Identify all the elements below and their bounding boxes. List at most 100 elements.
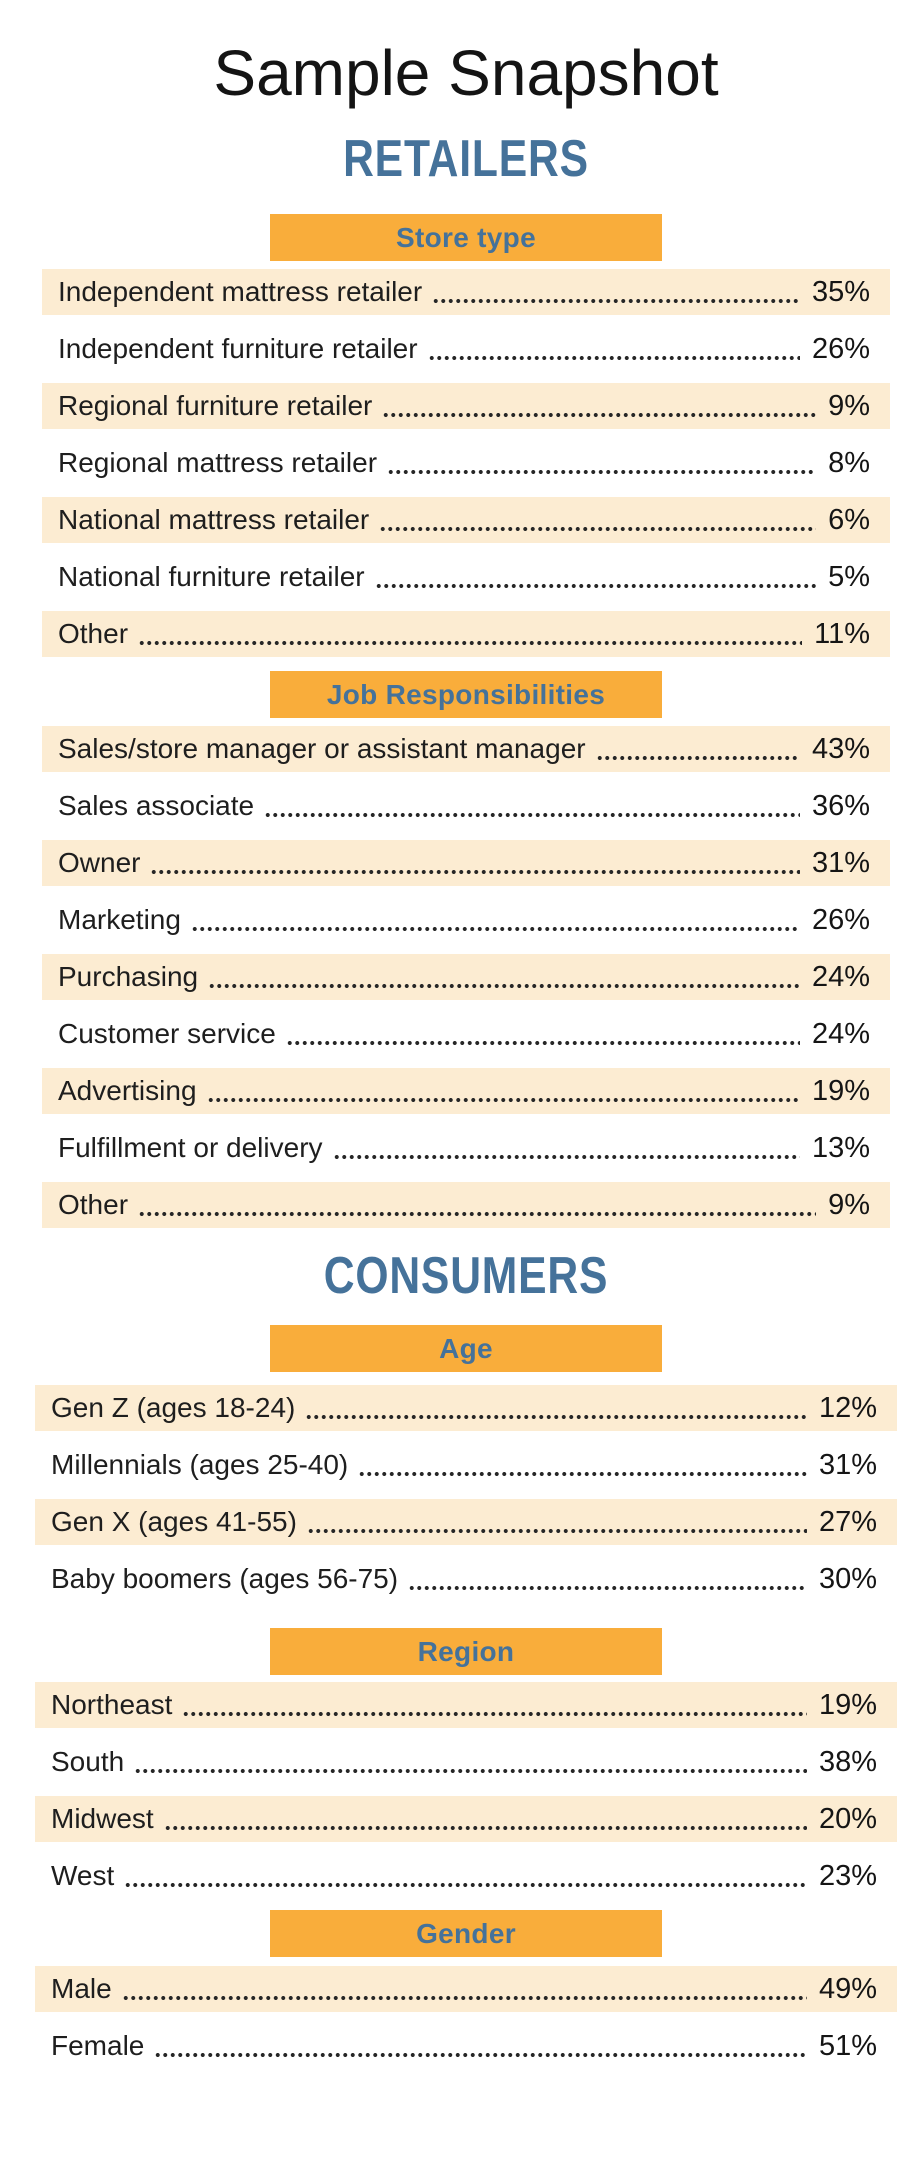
stat-row: Advertising 19% bbox=[42, 1068, 890, 1115]
section-retailers: RETAILERS Store type Independent mattres… bbox=[24, 133, 908, 1229]
stat-label: Male bbox=[51, 1973, 112, 2005]
leader-dots bbox=[124, 1883, 807, 1888]
stat-label: Midwest bbox=[51, 1803, 154, 1835]
stat-row: National furniture retailer 5% bbox=[42, 554, 890, 600]
stat-label: Regional mattress retailer bbox=[58, 447, 378, 479]
leader-dots bbox=[427, 356, 800, 361]
stat-value: 19% bbox=[818, 1688, 877, 1721]
stat-label: Baby boomers (ages 56-75) bbox=[51, 1563, 399, 1595]
category-group: Age Gen Z (ages 18-24) 12% Millennials (… bbox=[24, 1325, 908, 1602]
stat-label: Other bbox=[58, 1189, 129, 1221]
category-group: Job Responsibilities Sales/store manager… bbox=[24, 671, 908, 1229]
stat-label: Female bbox=[51, 2030, 145, 2062]
stat-label: National mattress retailer bbox=[58, 504, 370, 536]
leader-dots bbox=[387, 470, 817, 475]
leader-dots bbox=[121, 1996, 807, 2001]
stat-row: Other 9% bbox=[42, 1182, 890, 1229]
stat-label: Other bbox=[58, 618, 129, 650]
category-band-label: Store type bbox=[396, 221, 536, 253]
stat-row: Fulfillment or delivery 13% bbox=[42, 1125, 890, 1171]
stat-label: National furniture retailer bbox=[58, 561, 365, 593]
leader-dots bbox=[264, 813, 800, 818]
category-band: Region bbox=[270, 1628, 662, 1676]
stat-label: South bbox=[51, 1746, 125, 1778]
stat-value: 38% bbox=[818, 1745, 877, 1778]
leader-dots bbox=[285, 1041, 800, 1046]
stat-row: Regional furniture retailer 9% bbox=[42, 383, 890, 430]
category-band-label: Age bbox=[439, 1332, 493, 1364]
stat-row: Sales associate 36% bbox=[42, 783, 890, 829]
stat-row: Northeast 19% bbox=[35, 1682, 897, 1729]
leader-dots bbox=[595, 756, 800, 761]
stat-value: 9% bbox=[828, 389, 870, 422]
stat-label: Gen X (ages 41-55) bbox=[51, 1506, 297, 1538]
stat-label: Millennials (ages 25-40) bbox=[51, 1449, 349, 1481]
category-group: Gender Male 49% Female 51% bbox=[24, 1910, 908, 2069]
leader-dots bbox=[332, 1155, 800, 1160]
stat-value: 12% bbox=[818, 1391, 877, 1424]
stat-row: Male 49% bbox=[35, 1966, 897, 2013]
leader-dots bbox=[154, 2053, 807, 2058]
leader-dots bbox=[190, 927, 800, 932]
page-title: Sample Snapshot bbox=[213, 37, 719, 109]
category-band-label: Job Responsibilities bbox=[326, 678, 606, 710]
category-band-label: Region bbox=[417, 1635, 515, 1667]
leader-dots bbox=[206, 1098, 800, 1103]
leader-dots bbox=[134, 1769, 807, 1774]
stat-value: 19% bbox=[811, 1074, 870, 1107]
stat-label: Regional furniture retailer bbox=[58, 390, 373, 422]
stat-row: West 23% bbox=[35, 1853, 897, 1899]
stat-value: 31% bbox=[811, 846, 870, 879]
stat-value: 6% bbox=[828, 503, 870, 536]
leader-dots bbox=[163, 1826, 807, 1831]
stat-rows: Gen Z (ages 18-24) 12% Millennials (ages… bbox=[24, 1385, 908, 1602]
leader-dots bbox=[374, 584, 817, 589]
stat-label: Independent mattress retailer bbox=[58, 276, 423, 308]
category-band: Job Responsibilities bbox=[270, 671, 662, 719]
section-groups: Age Gen Z (ages 18-24) 12% Millennials (… bbox=[24, 1325, 908, 2069]
stat-row: Female 51% bbox=[35, 2023, 897, 2069]
stat-rows: Northeast 19% South 38% Midwest 20% West… bbox=[24, 1682, 908, 1899]
stat-row: Owner 31% bbox=[42, 840, 890, 887]
stat-value: 30% bbox=[818, 1562, 877, 1595]
stat-row: Regional mattress retailer 8% bbox=[42, 440, 890, 486]
stat-label: Customer service bbox=[58, 1018, 276, 1050]
stat-value: 26% bbox=[811, 332, 870, 365]
leader-dots bbox=[432, 299, 800, 304]
leader-dots bbox=[182, 1712, 807, 1717]
stat-value: 9% bbox=[828, 1188, 870, 1221]
stat-row: South 38% bbox=[35, 1739, 897, 1785]
stat-row: Midwest 20% bbox=[35, 1796, 897, 1843]
stat-label: Northeast bbox=[51, 1689, 173, 1721]
section-consumers: CONSUMERS Age Gen Z (ages 18-24) 12% Mil… bbox=[24, 1250, 908, 2069]
stat-value: 49% bbox=[818, 1972, 877, 2005]
stat-label: Advertising bbox=[58, 1075, 197, 1107]
stat-value: 27% bbox=[818, 1505, 877, 1538]
stat-value: 11% bbox=[814, 617, 870, 650]
stat-row: Sales/store manager or assistant manager… bbox=[42, 726, 890, 773]
category-band: Store type bbox=[270, 214, 662, 262]
stat-value: 26% bbox=[811, 903, 870, 936]
stat-label: Gen Z (ages 18-24) bbox=[51, 1392, 296, 1424]
stat-row: Gen X (ages 41-55) 27% bbox=[35, 1499, 897, 1546]
stat-label: Sales associate bbox=[58, 790, 255, 822]
leader-dots bbox=[305, 1415, 807, 1420]
stat-label: Independent furniture retailer bbox=[58, 333, 418, 365]
stat-value: 35% bbox=[811, 275, 870, 308]
stat-value: 20% bbox=[818, 1802, 877, 1835]
stat-value: 43% bbox=[811, 732, 870, 765]
stat-row: Purchasing 24% bbox=[42, 954, 890, 1001]
leader-dots bbox=[138, 1212, 817, 1217]
stat-value: 31% bbox=[818, 1448, 877, 1481]
stat-value: 36% bbox=[811, 789, 870, 822]
stat-row: Independent furniture retailer 26% bbox=[42, 326, 890, 372]
section-groups: Store type Independent mattress retailer… bbox=[24, 214, 908, 1229]
stat-row: Other 11% bbox=[42, 611, 890, 658]
leader-dots bbox=[208, 984, 800, 989]
stat-label: Marketing bbox=[58, 904, 181, 936]
leader-dots bbox=[408, 1586, 807, 1591]
stat-value: 51% bbox=[818, 2029, 877, 2062]
leader-dots bbox=[358, 1472, 807, 1477]
category-band: Age bbox=[270, 1325, 662, 1373]
stat-row: Marketing 26% bbox=[42, 897, 890, 943]
